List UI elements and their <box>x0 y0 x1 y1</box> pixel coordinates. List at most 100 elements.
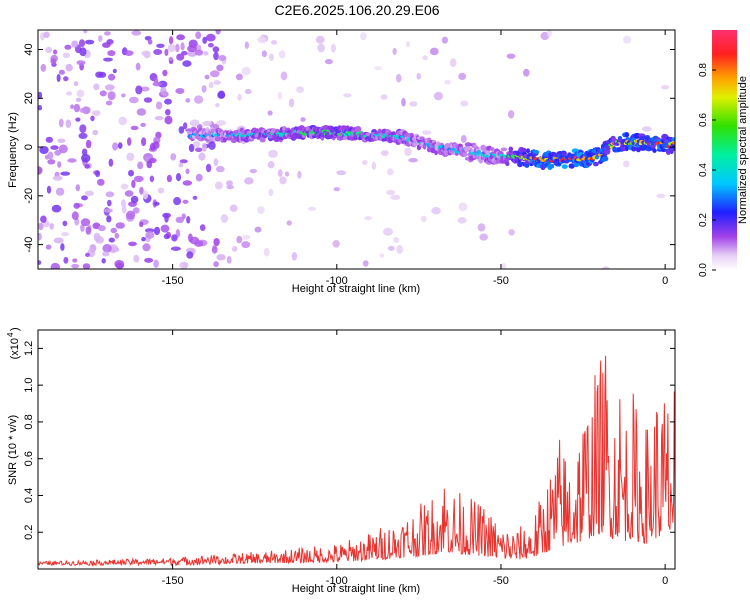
spectrogram-noise-blob <box>47 159 56 165</box>
spectrogram-noise-blob <box>103 208 113 213</box>
spectrogram-noise-blob <box>204 74 210 80</box>
spectrogram-noise-blob <box>208 141 216 150</box>
spectrogram-noise-blob <box>141 237 146 242</box>
spectrogram-noise-blob <box>186 251 194 259</box>
spectrogram-noise-blob <box>279 176 287 185</box>
spectrogram-noise-blob <box>128 241 137 247</box>
colorbar-tick-label: 0.0 <box>698 263 709 277</box>
spectrogram-noise-blob <box>396 245 404 254</box>
spectrogram-noise-blob <box>168 36 174 45</box>
spectrogram-panel: -150 -100 -50 0 -40 -20 0 20 40 Height of strai… <box>7 29 676 295</box>
spectrogram-noise-blob <box>130 195 139 204</box>
spectrogram-noise-blob <box>297 170 302 179</box>
spectrogram-noise-blob <box>257 206 265 215</box>
spectrogram-noise-blob <box>93 232 101 242</box>
spectrogram-noise-blob <box>58 118 64 128</box>
spectrogram-noise-blob <box>67 158 77 163</box>
spectrogram-noise-blob <box>163 233 170 240</box>
spectrogram-noise-blob <box>333 187 340 192</box>
spectrogram-noise-blob <box>457 217 467 224</box>
spectrogram-noise-blob <box>241 241 251 249</box>
spectrogram-noise-blob <box>57 161 62 168</box>
colorbar-tick-label: 0.8 <box>698 63 709 77</box>
spectrogram-noise-blob <box>267 161 275 169</box>
spectrogram-noise-blob <box>226 180 233 187</box>
spectrogram-noise-blob <box>185 168 190 175</box>
spectrogram-noise-blob <box>277 169 283 178</box>
spectrogram-y-label: Frequency (Hz) <box>7 112 19 188</box>
spectrogram-noise-blob <box>137 161 144 170</box>
spectrogram-noise-blob <box>82 106 91 115</box>
x-tick-label: 0 <box>662 275 668 287</box>
spectrogram-noise-blob <box>268 149 278 158</box>
spectrogram-noise-blob <box>380 150 389 157</box>
spectrogram-noise-blob <box>215 165 225 173</box>
spectrogram-noise-blob <box>103 57 113 62</box>
spectrogram-noise-blob <box>114 232 120 239</box>
snr-frame <box>37 329 676 570</box>
spectrogram-noise-blob <box>268 188 274 197</box>
spectrogram-noise-blob <box>135 85 143 95</box>
spectrogram-noise-blob <box>195 173 203 182</box>
spectrogram-noise-blob <box>202 36 208 44</box>
spectrogram-noise-blob <box>107 50 116 57</box>
spectrogram-noise-blob <box>280 71 288 81</box>
spectrogram-noise-blob <box>64 44 72 50</box>
spectrogram-ridge-blob <box>378 128 382 133</box>
spectrogram-noise-blob <box>271 40 278 45</box>
spectrogram-noise-blob <box>420 215 427 222</box>
spectrogram-noise-blob <box>155 101 163 110</box>
spectrogram-noise-blob <box>296 86 305 94</box>
spectrogram-noise-blob <box>140 86 150 92</box>
spectrogram-noise-blob <box>406 41 410 48</box>
spectrogram-noise-blob <box>104 84 115 91</box>
spectrogram-noise-blob <box>106 215 112 223</box>
spectrogram-noise-blob <box>60 171 71 176</box>
spectrogram-noise-blob <box>162 69 168 77</box>
spectrogram-noise-blob <box>170 246 181 251</box>
spectrogram-noise-blob <box>195 31 202 40</box>
snr-y-axis: 0.2 0.4 0.6 0.8 1.0 1.2 <box>23 341 675 540</box>
spectrogram-noise-blob <box>175 43 180 53</box>
spectrogram-noise-blob <box>623 160 630 168</box>
spectrogram-noise-blob <box>75 184 81 192</box>
spectrogram-noise-blob <box>83 30 88 34</box>
spectrogram-noise-blob <box>508 229 515 236</box>
spectrogram-ridge-blob <box>462 151 468 158</box>
spectrogram-noise-blob <box>182 60 192 67</box>
x-tick-label: -100 <box>326 275 348 287</box>
spectrogram-noise-blob <box>477 223 486 232</box>
spectrogram-ridge-core <box>672 141 675 145</box>
spectrogram-noise-blob <box>131 30 142 36</box>
figure-title: C2E6.2025.106.20.29.E06 <box>274 2 439 18</box>
spectrogram-noise-blob <box>192 195 198 200</box>
spectrogram-noise-blob <box>127 137 132 146</box>
spectrogram-noise-blob <box>208 81 214 89</box>
spectrogram-noise-blob <box>79 124 87 133</box>
spectrogram-noise-blob <box>300 117 306 122</box>
spectrogram-ridge-core <box>476 150 481 154</box>
spectrogram-noise-blob <box>144 228 155 233</box>
spectrogram-noise-blob <box>152 81 163 87</box>
spectrogram-noise-blob <box>130 125 139 131</box>
spectrogram-noise-blob <box>102 251 110 257</box>
spectrogram-noise-blob <box>108 73 116 81</box>
spectrogram-noise-blob <box>47 151 54 160</box>
spectrogram-noise-blob <box>216 64 224 72</box>
spectrogram-noise-blob <box>361 160 368 165</box>
spectrogram-noise-blob <box>237 93 242 101</box>
spectrogram-noise-blob <box>149 175 155 183</box>
spectrogram-noise-blob <box>211 245 218 254</box>
spectrogram-noise-blob <box>126 152 135 161</box>
spectrogram-noise-blob <box>209 70 220 78</box>
spectrogram-noise-blob <box>153 226 161 236</box>
spectrogram-noise-blob <box>218 55 227 61</box>
spectrogram-noise-blob <box>201 142 207 152</box>
spectrogram-noise-blob <box>229 204 238 212</box>
snr-y-label: SNR (10 * v/v) <box>7 415 19 485</box>
spectrogram-noise-blob <box>60 243 65 251</box>
spectrogram-noise-blob <box>45 136 53 143</box>
snr-y-scale: (x10 4 ) <box>6 327 21 359</box>
y-tick-label: 1.2 <box>23 341 35 356</box>
spectrogram-noise-blob <box>232 246 238 252</box>
